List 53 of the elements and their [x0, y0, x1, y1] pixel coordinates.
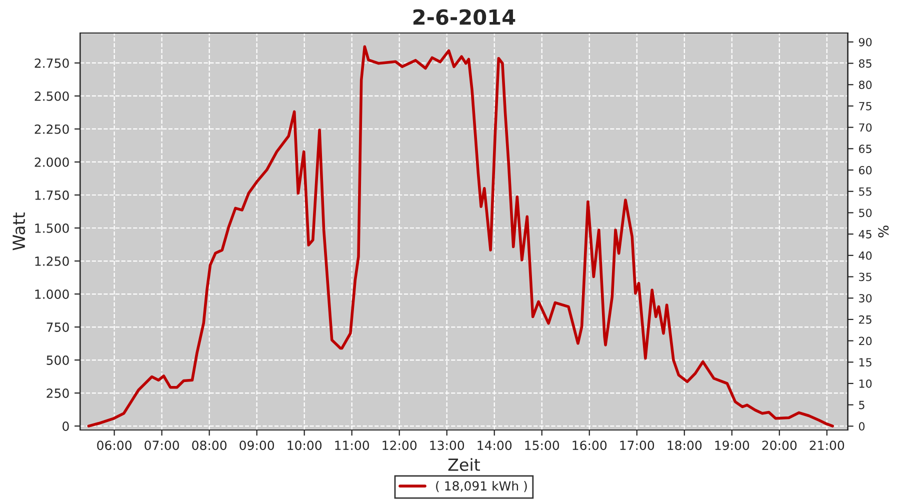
x-tick-label: 08:00	[192, 440, 226, 450]
x-tick-label: 06:00	[97, 440, 132, 450]
y-tick-label: 2.000	[34, 157, 69, 167]
y2-tick-label: 55	[859, 187, 872, 196]
y2-tick-label: 65	[858, 144, 872, 154]
y2-tick-label: 20	[859, 336, 872, 346]
chart-title: 2-6-2014	[413, 9, 516, 25]
x-tick-label: 16:00	[572, 440, 607, 450]
x-tick-label: 09:00	[240, 440, 274, 450]
legend-label: ( 18,091 kWh )	[436, 480, 527, 492]
y-tick-label: 750	[46, 322, 69, 332]
y2-tick-label: 70	[859, 123, 872, 132]
x-tick-label: 21:00	[810, 440, 844, 450]
y2-tick-label: 85	[858, 59, 872, 68]
y2-tick-label: 0	[858, 422, 865, 431]
y-tick-label: 2.750	[34, 58, 69, 68]
x-tick-label: 20:00	[762, 440, 797, 450]
x-tick-label: 12:00	[382, 440, 417, 450]
x-tick-label: 11:00	[335, 440, 370, 450]
y2-tick-label: 5	[859, 400, 864, 410]
y-tick-label: 1.250	[35, 256, 69, 266]
y2-tick-label: 10	[859, 379, 872, 388]
y-tick-label: 500	[46, 356, 69, 365]
x-tick-label: 18:00	[668, 440, 702, 450]
y-tick-label: 0	[62, 422, 69, 431]
y2-tick-label: 90	[858, 38, 872, 46]
y-tick-label: 1.000	[35, 289, 69, 299]
y2-tick-label: 15	[859, 358, 872, 367]
y2-tick-label: 75	[859, 102, 872, 110]
y-tick-label: 1.500	[35, 223, 69, 233]
y-tick-label: 250	[46, 388, 69, 398]
line-series	[87, 45, 834, 428]
x-tick-label: 17:00	[620, 440, 654, 450]
y2-axis-title: %	[878, 226, 889, 238]
y-tick-label: 1.750	[35, 190, 69, 200]
y2-tick-label: 25	[859, 315, 872, 324]
x-tick-label: 19:00	[715, 440, 750, 450]
y2-tick-label: 30	[859, 294, 872, 302]
y2-tick-label: 50	[859, 208, 872, 218]
y2-tick-label: 40	[858, 251, 872, 260]
x-tick-label: 10:00	[288, 440, 322, 450]
y-tick-label: 2.500	[34, 91, 69, 101]
x-tick-label: 15:00	[525, 440, 560, 450]
x-tick-label: 14:00	[478, 440, 512, 450]
y-axis-title: Watt	[12, 212, 26, 250]
x-tick-label: 13:00	[430, 440, 464, 450]
y2-tick-label: 45	[858, 230, 872, 238]
y2-tick-label: 35	[859, 272, 872, 282]
y2-tick-label: 80	[858, 80, 872, 90]
y2-tick-label: 60	[858, 166, 872, 174]
y-tick-label: 2.250	[34, 124, 69, 134]
x-tick-label: 07:00	[144, 440, 179, 450]
x-axis-title: Zeit	[448, 458, 480, 471]
